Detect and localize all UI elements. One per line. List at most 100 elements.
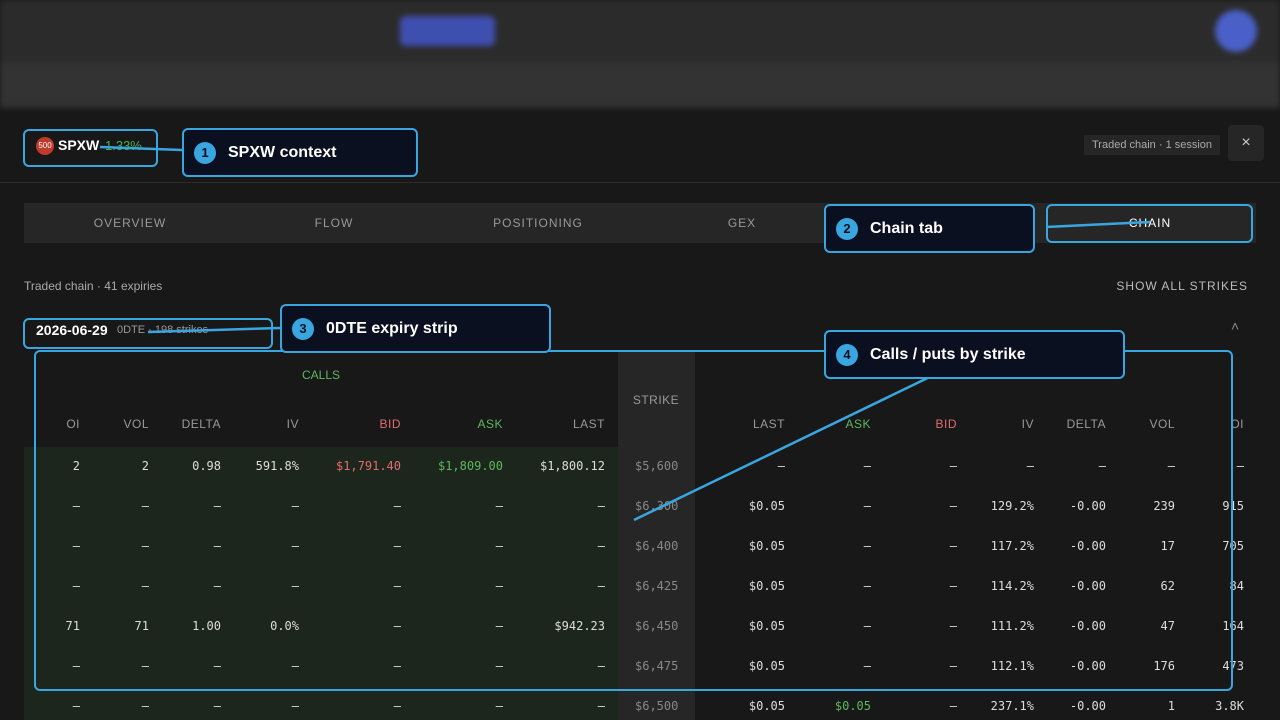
- callout-number: 1: [194, 141, 216, 164]
- badge: 500: [36, 137, 54, 155]
- cell: –: [863, 459, 871, 473]
- cell: –: [72, 499, 80, 513]
- cell: –: [141, 659, 149, 673]
- column-header: IV: [286, 417, 299, 431]
- column-header: DELTA: [1066, 417, 1106, 431]
- cell: –: [393, 699, 401, 713]
- session: Traded chain · 1 session: [1084, 135, 1221, 155]
- cell: –: [863, 659, 871, 673]
- strike: $6,475: [635, 659, 679, 673]
- cell: 164: [1222, 619, 1244, 633]
- cell: $0.05: [748, 539, 785, 553]
- strike: $6,500: [635, 699, 679, 713]
- cell: –: [597, 499, 605, 513]
- highlight: [23, 318, 273, 349]
- callout-number: 2: [836, 217, 858, 240]
- strike: $5,600: [635, 459, 679, 473]
- tab[interactable]: GEX: [727, 216, 757, 230]
- cell: 71: [65, 619, 80, 633]
- tab[interactable]: FLOW: [314, 216, 354, 230]
- cell: –: [863, 499, 871, 513]
- cell: –: [597, 659, 605, 673]
- cell: –: [1026, 459, 1034, 473]
- cell: -0.00: [1069, 499, 1106, 513]
- strike-label: STRIKE: [632, 393, 680, 407]
- cell: –: [72, 539, 80, 553]
- cell: –: [291, 539, 299, 553]
- cell: $0.05: [834, 699, 871, 713]
- cell: –: [863, 619, 871, 633]
- cell: –: [141, 539, 149, 553]
- cell: $1,791.40: [335, 459, 401, 473]
- column-header: VOL: [123, 417, 149, 431]
- cell: –: [949, 539, 957, 553]
- cell: 1.00: [192, 619, 221, 633]
- cell: 2: [141, 459, 149, 473]
- cell: 2: [72, 459, 80, 473]
- column-header: BID: [379, 417, 401, 431]
- callout-label: 0DTE expiry strip: [326, 319, 458, 337]
- column-header: BID: [935, 417, 957, 431]
- cell: –: [72, 699, 80, 713]
- cell: –: [141, 499, 149, 513]
- column-header: DELTA: [181, 417, 221, 431]
- cell: 111.2%: [990, 619, 1034, 633]
- callout-number: 4: [836, 343, 858, 366]
- highlight: [23, 129, 158, 167]
- column-header: VOL: [1149, 417, 1175, 431]
- cell: –: [72, 659, 80, 673]
- column-header: OI: [66, 417, 80, 431]
- cell: –: [949, 659, 957, 673]
- tab[interactable]: OVERVIEW: [93, 216, 167, 230]
- cell: –: [495, 699, 503, 713]
- cell: $0.05: [748, 659, 785, 673]
- cell: –: [597, 539, 605, 553]
- cell: –: [495, 539, 503, 553]
- calls-tint: [24, 447, 618, 720]
- callout-label: Chain tab: [870, 219, 943, 237]
- cell: –: [949, 619, 957, 633]
- cell: –: [495, 619, 503, 633]
- cell: –: [213, 539, 221, 553]
- cell: –: [291, 659, 299, 673]
- cell: –: [597, 699, 605, 713]
- cell: $0.05: [748, 499, 785, 513]
- expiry-date[interactable]: 2026-06-29: [36, 322, 108, 338]
- subheader: Traded chain · 41 expiries: [24, 279, 163, 293]
- close-button[interactable]: ×: [1228, 125, 1264, 161]
- cell: –: [949, 459, 957, 473]
- cell: -0.00: [1069, 539, 1106, 553]
- strike: $6,400: [635, 539, 679, 553]
- collapse-toggle[interactable]: ˄: [1231, 318, 1240, 334]
- cell: $1,809.00: [437, 459, 503, 473]
- cell: –: [495, 659, 503, 673]
- cell: $0.05: [748, 699, 785, 713]
- expiry-info: 0DTE · 198 strikes: [117, 324, 209, 336]
- cell: –: [213, 699, 221, 713]
- cell: –: [213, 579, 221, 593]
- cell: 1: [1167, 699, 1175, 713]
- cell: –: [949, 499, 957, 513]
- callout: 4 Calls / puts by strike: [824, 330, 1125, 379]
- cell: 17: [1160, 539, 1175, 553]
- callout: 2 Chain tab: [824, 204, 1035, 253]
- cell: –: [495, 579, 503, 593]
- tab[interactable]: POSITIONING: [493, 216, 583, 230]
- cell: –: [393, 579, 401, 593]
- cell: –: [949, 699, 957, 713]
- cell: –: [1098, 459, 1106, 473]
- cell: –: [213, 499, 221, 513]
- cell: 47: [1160, 619, 1175, 633]
- cell: -0.00: [1069, 659, 1106, 673]
- cell: –: [1236, 459, 1244, 473]
- cell: 473: [1222, 659, 1244, 673]
- cell: $0.05: [748, 619, 785, 633]
- cell: 71: [134, 619, 149, 633]
- show-all-strikes[interactable]: SHOW ALL STRIKES: [1116, 279, 1248, 293]
- cell: -0.00: [1069, 579, 1106, 593]
- symbol: SPXW: [58, 137, 100, 153]
- cell: –: [291, 699, 299, 713]
- callout: 3 0DTE expiry strip: [280, 304, 551, 353]
- cell: –: [597, 579, 605, 593]
